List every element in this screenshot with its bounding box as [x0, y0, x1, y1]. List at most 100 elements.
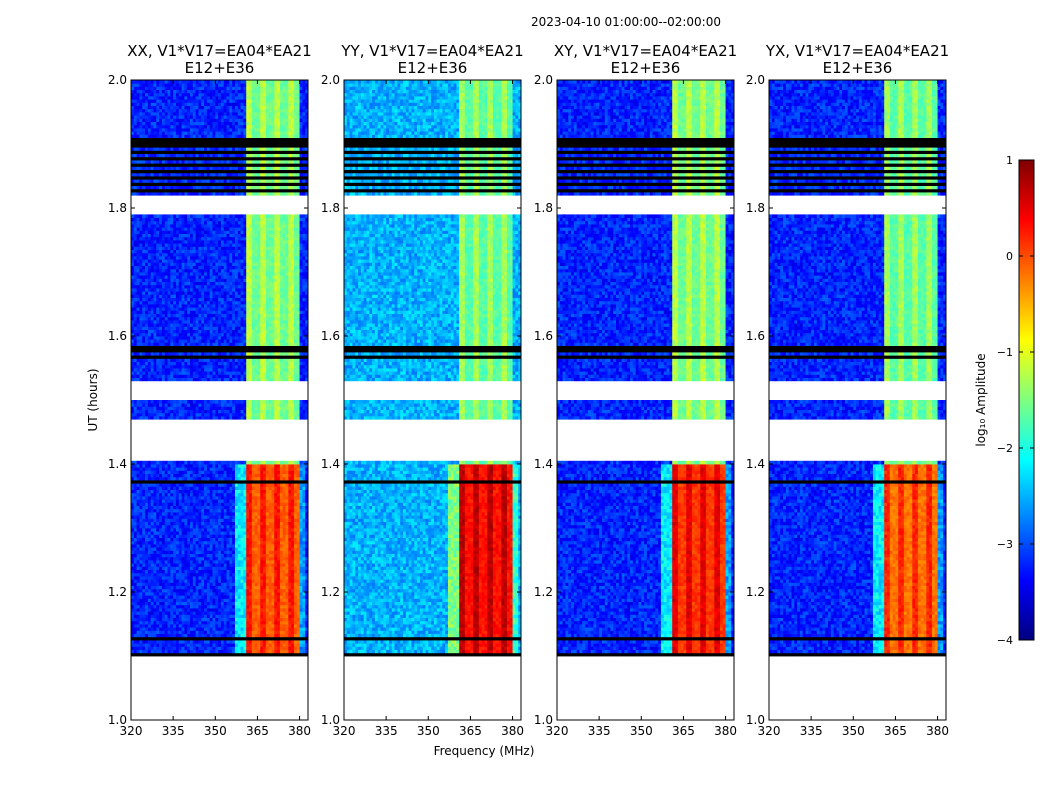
- heatmap-cell: [187, 604, 191, 609]
- heatmap-cell: [133, 489, 138, 494]
- heatmap-cell: [288, 409, 292, 414]
- heatmap-cell: [136, 524, 140, 529]
- heatmap-cell: [147, 576, 152, 580]
- heatmap-cell: [136, 486, 140, 490]
- heatmap-cell: [206, 627, 211, 631]
- heatmap-cell: [184, 601, 188, 606]
- heatmap-cell: [296, 627, 300, 631]
- heatmap-cell: [167, 460, 171, 465]
- heatmap-cell: [293, 604, 298, 609]
- heatmap-cell: [274, 614, 278, 618]
- heatmap-cell: [251, 611, 256, 615]
- heatmap-cell: [254, 400, 258, 404]
- heatmap-cell: [226, 636, 230, 641]
- heatmap-cell: [296, 371, 300, 375]
- heatmap-cell: [150, 352, 154, 356]
- heatmap-cell: [178, 547, 182, 551]
- heatmap-cell: [209, 368, 213, 372]
- heatmap-cell: [218, 640, 222, 644]
- heatmap-cell: [192, 521, 197, 526]
- heatmap-cell: [302, 582, 306, 586]
- heatmap-cell: [167, 598, 171, 602]
- heatmap-cell: [296, 540, 300, 545]
- heatmap-cell: [291, 608, 295, 612]
- heatmap-cell: [161, 416, 166, 420]
- heatmap-cell: [150, 515, 154, 519]
- heatmap-cell: [218, 585, 222, 590]
- heatmap-cell: [282, 537, 286, 542]
- heatmap-cell: [218, 515, 222, 519]
- heatmap-cell: [299, 406, 303, 410]
- heatmap-cell: [181, 531, 185, 535]
- heatmap-cell: [184, 550, 188, 554]
- heatmap-cell: [139, 633, 143, 638]
- heatmap-cell: [150, 534, 154, 538]
- heatmap-cell: [254, 518, 258, 522]
- heatmap-cell: [263, 470, 267, 474]
- heatmap-cell: [153, 592, 157, 596]
- heatmap-cell: [181, 553, 185, 558]
- heatmap-cell: [156, 537, 160, 542]
- heatmap-cell: [249, 579, 253, 583]
- heatmap-cell: [254, 649, 258, 654]
- heatmap-cell: [249, 400, 253, 404]
- heatmap-cell: [268, 643, 272, 647]
- heatmap-cell: [249, 464, 253, 468]
- heatmap-cell: [220, 483, 225, 487]
- heatmap-cell: [223, 352, 227, 356]
- heatmap-cell: [254, 480, 258, 484]
- heatmap-cell: [192, 508, 197, 513]
- heatmap-cell: [254, 620, 258, 625]
- heatmap-cell: [240, 556, 244, 561]
- heatmap-cell: [167, 604, 171, 609]
- heatmap-cell: [201, 473, 205, 478]
- heatmap-cell: [187, 505, 191, 510]
- heatmap-cell: [218, 540, 222, 545]
- heatmap-cell: [192, 563, 197, 567]
- heatmap-cell: [150, 640, 154, 644]
- heatmap-cell: [159, 355, 163, 359]
- heatmap-cell: [156, 460, 160, 465]
- heatmap-cell: [285, 630, 289, 634]
- heatmap-cell: [263, 633, 267, 638]
- heatmap-cell: [302, 540, 306, 545]
- heatmap-cell: [159, 476, 163, 481]
- heatmap-cell: [234, 588, 239, 593]
- heatmap-cell: [175, 470, 180, 474]
- heatmap-cell: [167, 608, 171, 612]
- heatmap-cell: [279, 614, 284, 618]
- heatmap-cell: [234, 566, 239, 570]
- heatmap-cell: [240, 403, 244, 407]
- heatmap-cell: [178, 505, 182, 510]
- heatmap-cell: [161, 409, 166, 414]
- heatmap-cell: [279, 518, 284, 522]
- heatmap-cell: [277, 547, 281, 551]
- heatmap-cell: [209, 614, 213, 618]
- heatmap-cell: [302, 470, 306, 474]
- heatmap-cell: [159, 409, 163, 414]
- heatmap-cell: [150, 649, 154, 654]
- heatmap-cell: [150, 361, 154, 366]
- heatmap-cell: [302, 627, 306, 631]
- heatmap-cell: [175, 566, 180, 570]
- heatmap-cell: [131, 576, 135, 580]
- heatmap-cell: [181, 352, 185, 356]
- heatmap-cell: [204, 646, 208, 650]
- heatmap-cell: [195, 368, 199, 372]
- heatmap-cell: [164, 550, 168, 554]
- heatmap-cell: [153, 470, 157, 474]
- heatmap-cell: [215, 592, 219, 596]
- heatmap-cell: [173, 624, 177, 628]
- heatmap-cell: [226, 499, 230, 503]
- heatmap-cell: [156, 604, 160, 609]
- heatmap-cell: [220, 563, 225, 567]
- heatmap-cell: [257, 358, 261, 362]
- heatmap-cell: [302, 608, 306, 612]
- heatmap-cell: [173, 400, 177, 404]
- heatmap-cell: [220, 508, 225, 513]
- heatmap-cell: [288, 620, 292, 625]
- heatmap-cell: [254, 476, 258, 481]
- heatmap-cell: [265, 560, 270, 564]
- heatmap-cell: [181, 560, 185, 564]
- heatmap-cell: [240, 416, 244, 420]
